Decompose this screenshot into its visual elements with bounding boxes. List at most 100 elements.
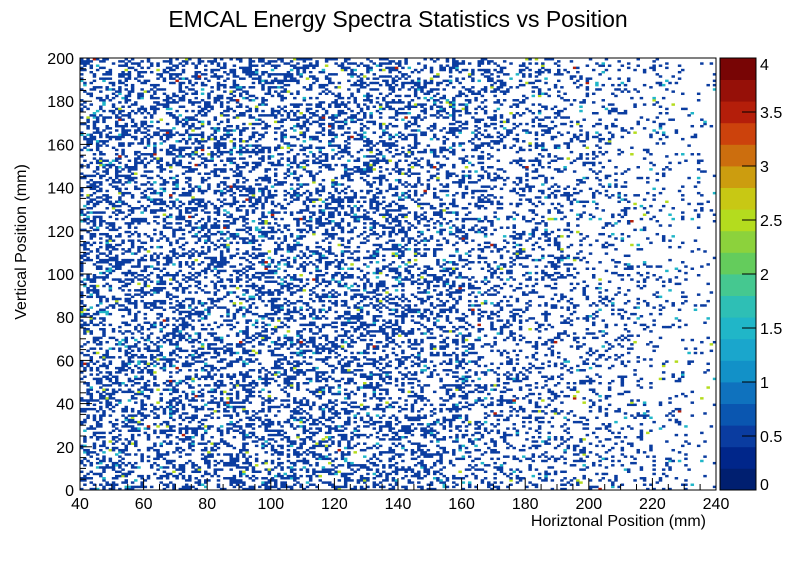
heatmap-cell xyxy=(213,274,218,277)
heatmap-cell xyxy=(245,321,249,324)
heatmap-cell xyxy=(92,112,97,115)
heatmap-cell xyxy=(191,464,195,467)
heatmap-cell xyxy=(172,334,176,337)
heatmap-cell xyxy=(102,330,106,333)
heatmap-cell xyxy=(251,127,256,130)
heatmap-cell xyxy=(267,390,272,394)
heatmap-cell xyxy=(169,207,173,210)
heatmap-cell xyxy=(204,107,208,111)
heatmap-cell xyxy=(92,114,97,117)
heatmap-cell xyxy=(127,77,132,80)
heatmap-cell xyxy=(229,284,233,288)
heatmap-cell xyxy=(95,250,100,253)
heatmap-cell xyxy=(191,116,195,119)
heatmap-cell xyxy=(197,172,202,175)
heatmap-cell xyxy=(293,410,297,413)
heatmap-cell xyxy=(143,302,148,305)
heatmap-cell xyxy=(219,384,224,387)
heatmap-cell xyxy=(149,120,154,124)
heatmap-cell xyxy=(235,83,240,87)
heatmap-cell xyxy=(130,418,135,422)
heatmap-cell xyxy=(267,150,272,154)
heatmap-cell xyxy=(273,325,278,329)
heatmap-cell xyxy=(270,351,275,355)
heatmap-cell xyxy=(245,351,249,355)
heatmap-cell xyxy=(219,232,224,236)
heatmap-cell xyxy=(273,310,278,314)
heatmap-cell xyxy=(172,418,176,422)
heatmap-cell xyxy=(99,425,103,428)
heatmap-cell xyxy=(165,107,170,111)
heatmap-cell xyxy=(277,347,281,350)
heatmap-cell xyxy=(296,353,300,357)
heatmap-cell xyxy=(80,209,84,212)
heatmap-cell xyxy=(99,401,103,404)
heatmap-cell xyxy=(143,70,148,74)
heatmap-cell xyxy=(264,103,268,106)
heatmap-cell xyxy=(277,423,281,426)
heatmap-cell xyxy=(143,479,148,482)
heatmap-cell xyxy=(254,144,259,147)
heatmap-cell xyxy=(213,60,218,63)
heatmap-cell xyxy=(143,241,148,245)
heatmap-cell xyxy=(258,271,262,275)
heatmap-cell xyxy=(235,127,240,130)
heatmap-cell xyxy=(296,62,300,65)
heatmap-cell xyxy=(219,135,224,139)
heatmap-cell xyxy=(232,222,237,225)
heatmap-cell xyxy=(184,427,189,430)
heatmap-cell xyxy=(216,379,221,383)
heatmap-cell xyxy=(191,278,195,281)
heatmap-cell xyxy=(114,366,119,370)
heatmap-cell xyxy=(293,103,297,106)
heatmap-cell xyxy=(210,328,214,331)
heatmap-cell xyxy=(277,306,281,309)
heatmap-cell xyxy=(232,291,237,294)
heatmap-cell xyxy=(105,306,109,309)
heatmap-cell xyxy=(232,410,237,413)
heatmap-cell xyxy=(245,410,249,413)
heatmap-cell xyxy=(235,181,240,184)
heatmap-cell xyxy=(194,332,198,335)
heatmap-cell xyxy=(293,343,297,346)
heatmap-cell xyxy=(280,96,284,100)
heatmap-cell xyxy=(184,77,189,80)
heatmap-cell xyxy=(140,196,144,199)
heatmap-cell xyxy=(172,349,176,353)
heatmap-cell xyxy=(191,325,195,329)
heatmap-cell xyxy=(130,416,135,420)
heatmap-cell xyxy=(229,265,233,268)
heatmap-cell xyxy=(108,131,113,134)
heatmap-cell xyxy=(226,230,230,234)
heatmap-cell xyxy=(95,377,100,381)
heatmap-cell xyxy=(289,250,294,253)
heatmap-cell xyxy=(242,267,246,270)
heatmap-cell xyxy=(105,86,109,89)
heatmap-cell xyxy=(99,261,103,264)
heatmap-cell xyxy=(296,191,300,195)
heatmap-cell xyxy=(140,386,144,389)
heatmap-cell xyxy=(178,194,183,197)
heatmap-cell xyxy=(280,286,284,290)
heatmap-cell xyxy=(226,159,230,162)
heatmap-cell xyxy=(134,345,138,348)
heatmap-cell xyxy=(178,217,183,221)
heatmap-cell xyxy=(134,153,138,156)
heatmap-cell xyxy=(108,289,113,292)
heatmap-cell xyxy=(130,280,135,283)
heatmap-cell xyxy=(124,293,128,296)
heatmap-cell xyxy=(146,347,151,350)
heatmap-cell xyxy=(245,280,249,283)
heatmap-cell xyxy=(83,369,87,372)
heatmap-cell xyxy=(226,185,230,188)
heatmap-cell xyxy=(219,360,224,363)
heatmap-cell xyxy=(245,148,249,152)
heatmap-cell xyxy=(204,403,208,407)
heatmap-cell xyxy=(165,135,170,139)
heatmap-cell xyxy=(242,140,246,143)
heatmap-cell xyxy=(137,433,141,437)
heatmap-cell xyxy=(169,194,173,197)
heatmap-cell xyxy=(134,187,138,191)
heatmap-cell xyxy=(143,317,148,320)
heatmap-cell xyxy=(296,178,300,182)
